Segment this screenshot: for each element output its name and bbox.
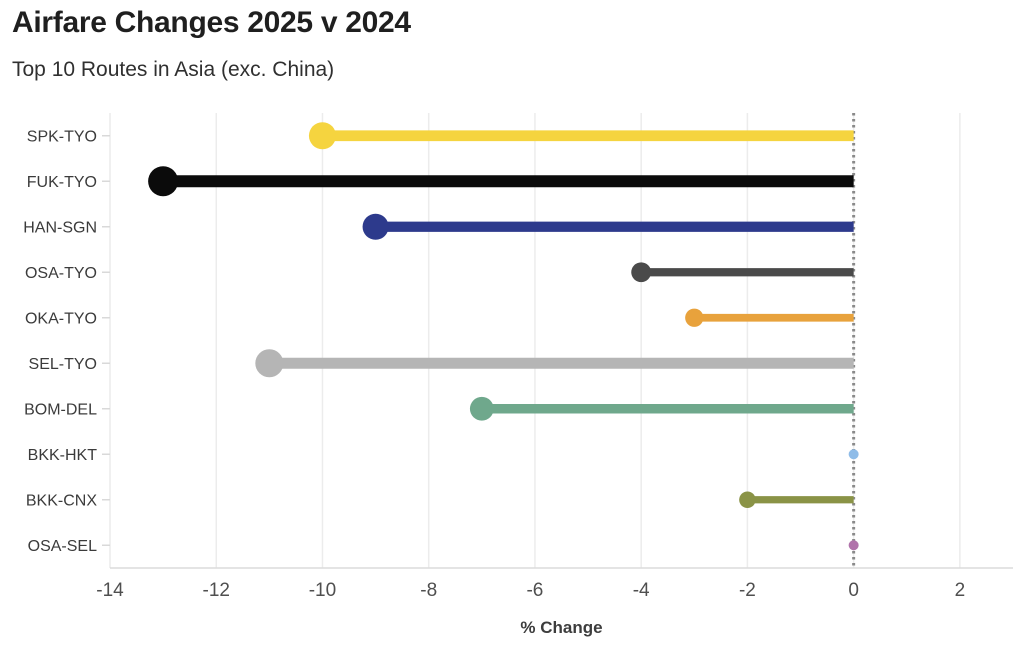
x-tick-label: 2: [955, 580, 966, 601]
y-axis-label: OSA-TYO: [25, 265, 97, 282]
chart-title: Airfare Changes 2025 v 2024: [12, 6, 411, 39]
lollipop-dot-BKK-CNX: [739, 491, 756, 509]
lollipop-dot-SEL-TYO: [255, 349, 284, 378]
x-tick-label: 0: [848, 580, 859, 601]
y-axis-label: HAN-SGN: [23, 219, 97, 236]
y-axis-label: BOM-DEL: [24, 401, 97, 418]
y-axis-label: BKK-HKT: [28, 447, 98, 464]
x-tick-label: -12: [203, 580, 230, 601]
lollipop-dot-BKK-HKT: [848, 449, 859, 460]
x-tick-label: -2: [739, 580, 756, 601]
x-tick-label: -6: [526, 580, 543, 601]
lollipop-dot-SPK-TYO: [308, 122, 337, 150]
lollipop-dot-HAN-SGN: [362, 213, 389, 240]
chart-subtitle: Top 10 Routes in Asia (exc. China): [12, 58, 335, 81]
y-axis-label: SEL-TYO: [29, 356, 97, 373]
lollipop-dot-FUK-TYO: [148, 166, 179, 197]
lollipop-dot-OSA-TYO: [631, 262, 652, 283]
y-axis-label: OKA-TYO: [25, 310, 97, 327]
x-tick-label: -8: [420, 580, 437, 601]
x-tick-label: -10: [309, 580, 336, 601]
lollipop-dot-BOM-DEL: [469, 396, 494, 421]
lollipop-dot-OSA-SEL: [848, 540, 859, 551]
x-axis-title: % Change: [520, 618, 603, 637]
y-axis-label: BKK-CNX: [26, 492, 97, 509]
x-tick-label: -4: [633, 580, 650, 601]
y-axis-label: SPK-TYO: [27, 128, 97, 145]
y-axis-label: FUK-TYO: [27, 174, 97, 191]
lollipop-dot-OKA-TYO: [685, 308, 704, 327]
y-axis-label: OSA-SEL: [28, 538, 97, 555]
x-tick-label: -14: [96, 580, 124, 601]
